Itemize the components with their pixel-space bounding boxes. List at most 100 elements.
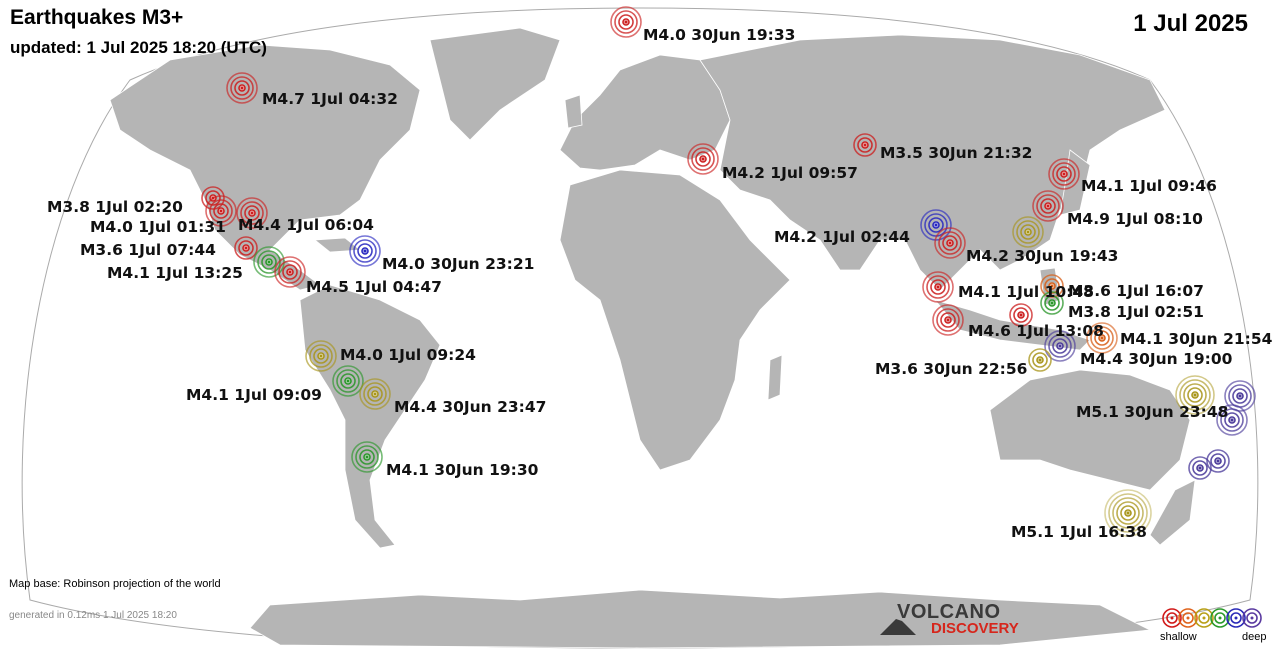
quake-marker[interactable] bbox=[1104, 489, 1152, 537]
quake-marker[interactable] bbox=[236, 197, 268, 229]
quake-center bbox=[1126, 511, 1130, 515]
quake-ring bbox=[922, 271, 954, 303]
quake-marker[interactable] bbox=[920, 209, 952, 241]
quake-ring bbox=[938, 231, 962, 255]
quake-center bbox=[1062, 172, 1066, 176]
quake-ring bbox=[236, 197, 268, 229]
quake-marker[interactable] bbox=[1048, 158, 1080, 190]
quake-ring bbox=[1112, 497, 1144, 529]
quake-ring bbox=[1052, 338, 1068, 354]
quake-ring bbox=[305, 340, 337, 372]
legend-ring bbox=[1246, 612, 1258, 624]
land-asia bbox=[699, 34, 1166, 291]
quake-ring bbox=[1187, 387, 1203, 403]
land-new-zealand bbox=[1149, 479, 1196, 546]
quake-marker[interactable] bbox=[349, 235, 381, 267]
quake-ring bbox=[313, 348, 329, 364]
quake-ring bbox=[238, 240, 254, 256]
quake-ring bbox=[274, 256, 306, 288]
quake-marker[interactable] bbox=[226, 72, 258, 104]
quake-ring bbox=[691, 147, 715, 171]
page-title: Earthquakes M3+ bbox=[10, 6, 184, 29]
quake-marker[interactable] bbox=[332, 365, 364, 397]
earthquake-labels: M4.0 30Jun 19:33 M4.7 1Jul 04:32 M3.5 30Ju… bbox=[47, 26, 1273, 541]
quake-ring bbox=[226, 72, 258, 104]
quake-center bbox=[1019, 313, 1023, 317]
quake-center bbox=[1046, 204, 1050, 208]
quake-marker[interactable] bbox=[610, 6, 642, 38]
quake-marker[interactable] bbox=[922, 271, 954, 303]
quake-marker[interactable] bbox=[1012, 216, 1044, 248]
quake-ring bbox=[940, 312, 956, 328]
quake-ring bbox=[332, 365, 364, 397]
quake-center bbox=[346, 379, 350, 383]
quake-marker[interactable] bbox=[932, 304, 964, 336]
quake-marker[interactable] bbox=[205, 195, 237, 227]
quake-marker[interactable] bbox=[1188, 456, 1212, 480]
quake-ring bbox=[234, 236, 258, 260]
logo-text-volcano: VOLCANO bbox=[897, 601, 1001, 623]
quake-marker[interactable] bbox=[1175, 375, 1215, 415]
legend-ring bbox=[1242, 608, 1262, 628]
quake-center bbox=[363, 249, 367, 253]
quake-ring bbox=[610, 6, 642, 38]
quake-marker[interactable] bbox=[687, 143, 719, 175]
legend-dot bbox=[1202, 616, 1206, 620]
quake-ring bbox=[930, 279, 946, 295]
quake-marker[interactable] bbox=[853, 133, 877, 157]
quake-center bbox=[948, 241, 952, 245]
land-indonesia bbox=[933, 299, 1091, 351]
quake-ring bbox=[278, 260, 302, 284]
quake-ring bbox=[1040, 274, 1064, 298]
quake-label: M4.6 1Jul 13:08 bbox=[968, 322, 1104, 340]
quake-marker[interactable] bbox=[274, 256, 306, 288]
quake-center bbox=[936, 285, 940, 289]
quake-marker[interactable] bbox=[1040, 274, 1064, 298]
land-caribbean bbox=[313, 237, 362, 253]
land-japan bbox=[1059, 149, 1091, 216]
quake-marker[interactable] bbox=[1040, 291, 1064, 315]
quake-marker[interactable] bbox=[1216, 404, 1248, 436]
quake-center bbox=[319, 354, 323, 358]
quake-ring bbox=[1216, 404, 1248, 436]
quake-marker[interactable] bbox=[1009, 303, 1033, 327]
quake-ring bbox=[230, 76, 254, 100]
quake-label: M4.7 1Jul 04:32 bbox=[262, 90, 398, 108]
quake-ring bbox=[1183, 383, 1207, 407]
legend-deep-label: deep bbox=[1242, 631, 1267, 643]
land-greenland bbox=[429, 27, 561, 141]
quake-center bbox=[1050, 284, 1054, 288]
quake-marker[interactable] bbox=[305, 340, 337, 372]
quake-marker[interactable] bbox=[1086, 322, 1118, 354]
quake-label: M4.1 1Jul 13:25 bbox=[107, 264, 243, 282]
quake-marker[interactable] bbox=[351, 441, 383, 473]
quake-marker[interactable] bbox=[1032, 190, 1064, 222]
quake-center bbox=[250, 211, 254, 215]
quake-marker[interactable] bbox=[934, 227, 966, 259]
quake-ring bbox=[1016, 220, 1040, 244]
quake-ring bbox=[1056, 166, 1072, 182]
quake-ring bbox=[336, 369, 360, 393]
quake-marker[interactable] bbox=[1028, 348, 1052, 372]
quake-center bbox=[1193, 393, 1197, 397]
volcano-discovery-logo[interactable]: VOLCANO DISCOVERY bbox=[880, 601, 1040, 639]
quake-marker[interactable] bbox=[234, 236, 258, 260]
map-base-credit: Map base: Robinson projection of the wor… bbox=[9, 578, 221, 590]
updated-timestamp: updated: 1 Jul 2025 18:20 (UTC) bbox=[10, 38, 267, 57]
quake-ring bbox=[209, 199, 233, 223]
quake-marker[interactable] bbox=[201, 186, 225, 210]
quake-center bbox=[365, 455, 369, 459]
quake-marker[interactable] bbox=[1206, 449, 1230, 473]
quake-ring bbox=[934, 227, 966, 259]
land-australia bbox=[989, 369, 1191, 491]
quake-marker[interactable] bbox=[1044, 330, 1076, 362]
quake-ring bbox=[1044, 295, 1060, 311]
quake-marker[interactable] bbox=[359, 378, 391, 410]
quake-ring bbox=[1032, 190, 1064, 222]
quake-center bbox=[1038, 358, 1042, 362]
quake-label: M4.4 30Jun 23:47 bbox=[394, 398, 546, 416]
quake-center bbox=[267, 260, 271, 264]
quake-ring bbox=[926, 275, 950, 299]
